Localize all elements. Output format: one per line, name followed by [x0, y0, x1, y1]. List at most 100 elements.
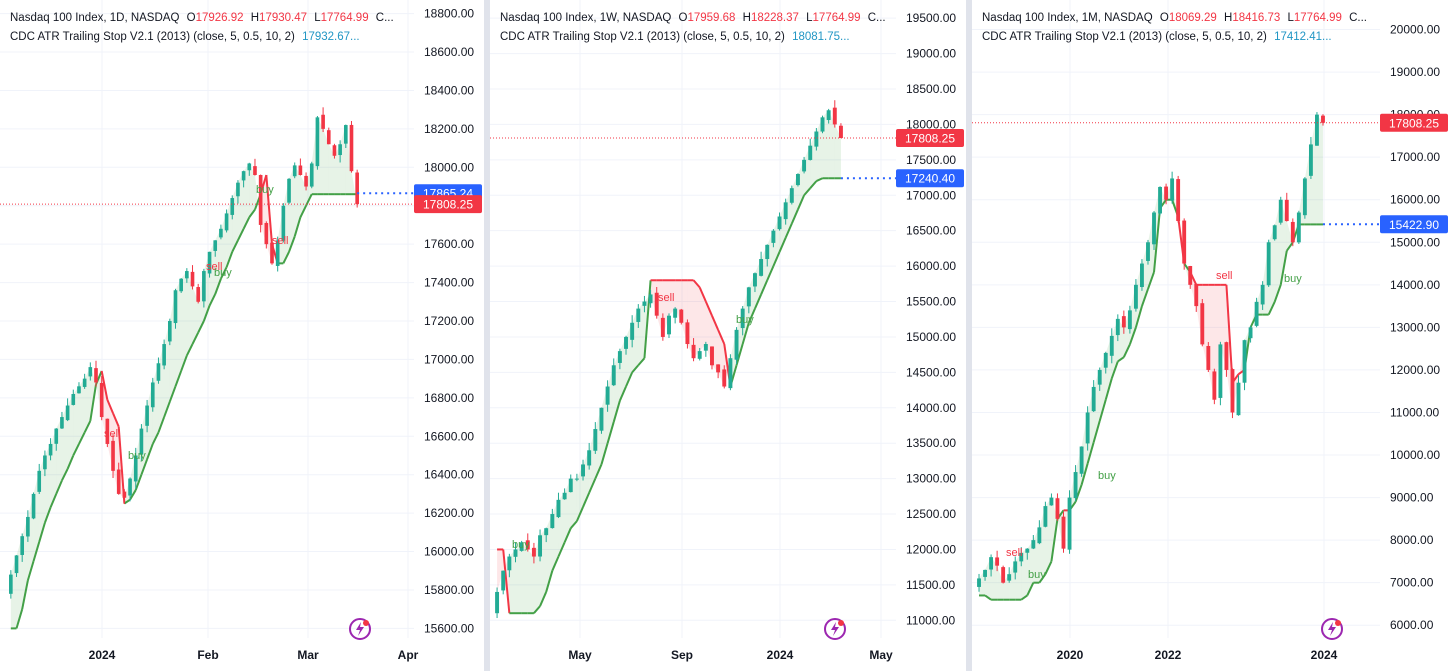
candle-body[interactable]	[777, 216, 782, 230]
candle-body[interactable]	[1019, 552, 1024, 562]
y-axis-tick-label[interactable]: 17600.00	[424, 237, 474, 251]
y-axis-tick-label[interactable]: 17000.00	[1390, 150, 1440, 164]
candle-body[interactable]	[1254, 301, 1259, 326]
candle-body[interactable]	[556, 499, 561, 518]
candle-body[interactable]	[1025, 548, 1030, 553]
candle-body[interactable]	[501, 570, 506, 591]
candle-body[interactable]	[1043, 506, 1048, 527]
candle-body[interactable]	[1170, 178, 1175, 201]
candle-body[interactable]	[826, 110, 831, 121]
y-axis-tick-label[interactable]: 17500.00	[906, 153, 956, 167]
candle-body[interactable]	[513, 549, 518, 557]
candle-body[interactable]	[1049, 497, 1054, 506]
y-axis-tick-label[interactable]: 16000.00	[1390, 193, 1440, 207]
candle-body[interactable]	[88, 367, 93, 377]
candle-body[interactable]	[660, 317, 665, 337]
candle-body[interactable]	[1296, 212, 1301, 243]
candle-body[interactable]	[1218, 344, 1223, 398]
candle-body[interactable]	[1278, 199, 1283, 223]
candle-body[interactable]	[703, 344, 708, 351]
candle-body[interactable]	[230, 198, 235, 215]
candle-body[interactable]	[691, 344, 696, 359]
candle-body[interactable]	[167, 321, 172, 342]
x-axis-tick-label[interactable]: 2022	[1155, 648, 1182, 662]
candle-body[interactable]	[667, 315, 671, 335]
candle-body[interactable]	[185, 271, 189, 279]
x-axis-tick-label[interactable]: Feb	[197, 648, 218, 662]
candle-body[interactable]	[642, 301, 647, 306]
candle-body[interactable]	[519, 542, 524, 551]
x-axis-tick-label[interactable]: Mar	[297, 648, 319, 662]
candle-body[interactable]	[94, 368, 98, 383]
candle-body[interactable]	[1085, 412, 1090, 444]
y-axis-tick-label[interactable]: 20000.00	[1390, 23, 1440, 37]
candle-body[interactable]	[1308, 144, 1313, 176]
candle-body[interactable]	[544, 528, 549, 536]
candle-body[interactable]	[1266, 242, 1271, 286]
candle-body[interactable]	[838, 125, 843, 139]
candle-body[interactable]	[156, 363, 161, 381]
candle-body[interactable]	[1103, 352, 1108, 368]
y-axis-tick-label[interactable]: 12000.00	[1390, 363, 1440, 377]
candle-body[interactable]	[1121, 316, 1126, 328]
y-axis-tick-label[interactable]: 18000.00	[906, 117, 956, 131]
symbol-title[interactable]: Nasdaq 100 Index, 1M, NASDAQ	[982, 12, 1153, 24]
indicator-row[interactable]: CDC ATR Trailing Stop V2.1 (2013) (close…	[982, 28, 1367, 47]
candle-body[interactable]	[814, 131, 819, 147]
y-axis-tick-label[interactable]: 12500.00	[906, 507, 956, 521]
candle-body[interactable]	[531, 547, 536, 557]
symbol-row[interactable]: Nasdaq 100 Index, 1W, NASDAQ O17959.68 H…	[500, 9, 886, 28]
candle-body[interactable]	[722, 369, 727, 387]
y-axis-tick-label[interactable]: 7000.00	[1390, 576, 1434, 590]
candle-body[interactable]	[1230, 369, 1235, 413]
y-axis-tick-label[interactable]: 14000.00	[906, 401, 956, 415]
candle-body[interactable]	[1176, 179, 1181, 222]
chart-panel-daily[interactable]: Nasdaq 100 Index, 1D, NASDAQ O17926.92 H…	[0, 0, 488, 671]
candle-body[interactable]	[60, 417, 64, 429]
candle-body[interactable]	[309, 163, 314, 187]
candle-body[interactable]	[1007, 574, 1012, 581]
x-axis-tick-label[interactable]: Apr	[398, 648, 419, 662]
y-axis-tick-label[interactable]: 18800.00	[424, 7, 474, 21]
candle-body[interactable]	[1224, 342, 1229, 370]
y-axis-tick-label[interactable]: 9000.00	[1390, 491, 1434, 505]
candle-body[interactable]	[26, 516, 30, 537]
candle-body[interactable]	[326, 130, 331, 145]
candle-body[interactable]	[224, 213, 229, 231]
candle-body[interactable]	[679, 309, 684, 323]
candle-body[interactable]	[1073, 472, 1078, 499]
candle-body[interactable]	[116, 469, 121, 494]
y-axis-tick-label[interactable]: 13000.00	[906, 472, 956, 486]
y-axis-tick-label[interactable]: 17000.00	[906, 188, 956, 202]
y-axis-tick-label[interactable]: 8000.00	[1390, 533, 1434, 547]
candle-body[interactable]	[355, 172, 359, 205]
candle-body[interactable]	[1152, 212, 1156, 245]
y-axis-tick-label[interactable]: 11000.00	[1390, 405, 1439, 419]
candle-body[interactable]	[1055, 498, 1060, 519]
indicator-name[interactable]: CDC ATR Trailing Stop V2.1 (2013) (close…	[10, 31, 295, 43]
candle-body[interactable]	[820, 117, 825, 132]
candle-body[interactable]	[1302, 178, 1307, 216]
candle-body[interactable]	[1079, 446, 1084, 474]
candle-body[interactable]	[507, 556, 512, 571]
candle-body[interactable]	[495, 591, 500, 614]
tradingview-icon[interactable]	[823, 617, 847, 641]
candle-body[interactable]	[599, 407, 604, 431]
panel-divider[interactable]	[484, 0, 490, 671]
last-price-label[interactable]: 17808.25	[1380, 113, 1448, 132]
candle-body[interactable]	[213, 240, 218, 251]
y-axis-tick-label[interactable]: 19500.00	[906, 11, 956, 25]
candle-body[interactable]	[605, 386, 610, 405]
y-axis-tick-label[interactable]: 13000.00	[1390, 320, 1440, 334]
y-axis-tick-label[interactable]: 18200.00	[424, 122, 474, 136]
candle-body[interactable]	[525, 540, 530, 550]
candle-body[interactable]	[759, 259, 764, 276]
price-chart[interactable]: 18800.00 18600.00 18400.00 18200.00 18000.00…	[0, 0, 488, 671]
candle-body[interactable]	[593, 429, 598, 451]
y-axis-tick-label[interactable]: 6000.00	[1390, 618, 1434, 632]
candle-body[interactable]	[65, 405, 70, 421]
candle-body[interactable]	[1206, 345, 1211, 370]
candle-body[interactable]	[802, 159, 807, 172]
candle-body[interactable]	[315, 117, 320, 167]
candle-body[interactable]	[1248, 327, 1253, 339]
